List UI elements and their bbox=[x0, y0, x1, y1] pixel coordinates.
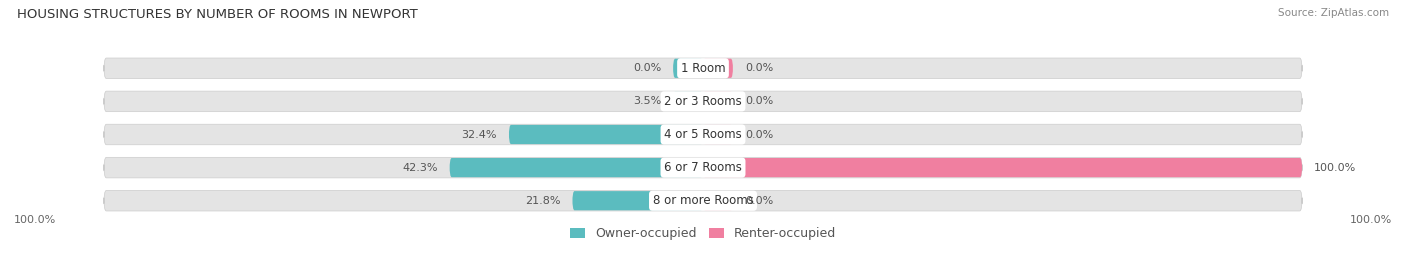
Text: 0.0%: 0.0% bbox=[745, 96, 773, 107]
Text: 100.0%: 100.0% bbox=[1315, 162, 1357, 173]
FancyBboxPatch shape bbox=[673, 92, 703, 111]
Text: HOUSING STRUCTURES BY NUMBER OF ROOMS IN NEWPORT: HOUSING STRUCTURES BY NUMBER OF ROOMS IN… bbox=[17, 8, 418, 21]
Text: 2 or 3 Rooms: 2 or 3 Rooms bbox=[664, 95, 742, 108]
Legend: Owner-occupied, Renter-occupied: Owner-occupied, Renter-occupied bbox=[569, 227, 837, 240]
FancyBboxPatch shape bbox=[104, 91, 1302, 112]
Text: 6 or 7 Rooms: 6 or 7 Rooms bbox=[664, 161, 742, 174]
Text: Source: ZipAtlas.com: Source: ZipAtlas.com bbox=[1278, 8, 1389, 18]
Text: 100.0%: 100.0% bbox=[14, 215, 56, 225]
FancyBboxPatch shape bbox=[673, 59, 703, 78]
Text: 0.0%: 0.0% bbox=[745, 63, 773, 73]
FancyBboxPatch shape bbox=[450, 158, 703, 177]
Text: 21.8%: 21.8% bbox=[524, 196, 561, 206]
FancyBboxPatch shape bbox=[104, 190, 1302, 211]
Text: 0.0%: 0.0% bbox=[633, 63, 661, 73]
FancyBboxPatch shape bbox=[104, 124, 1302, 145]
Text: 1 Room: 1 Room bbox=[681, 62, 725, 75]
Text: 32.4%: 32.4% bbox=[461, 129, 496, 140]
FancyBboxPatch shape bbox=[104, 157, 1302, 178]
Text: 8 or more Rooms: 8 or more Rooms bbox=[652, 194, 754, 207]
Text: 4 or 5 Rooms: 4 or 5 Rooms bbox=[664, 128, 742, 141]
Text: 0.0%: 0.0% bbox=[745, 196, 773, 206]
Text: 0.0%: 0.0% bbox=[745, 129, 773, 140]
FancyBboxPatch shape bbox=[509, 125, 703, 144]
FancyBboxPatch shape bbox=[703, 158, 1302, 177]
FancyBboxPatch shape bbox=[104, 58, 1302, 79]
FancyBboxPatch shape bbox=[703, 191, 733, 210]
Text: 100.0%: 100.0% bbox=[1350, 215, 1392, 225]
Text: 42.3%: 42.3% bbox=[402, 162, 437, 173]
FancyBboxPatch shape bbox=[703, 59, 733, 78]
FancyBboxPatch shape bbox=[703, 92, 733, 111]
Text: 3.5%: 3.5% bbox=[633, 96, 661, 107]
FancyBboxPatch shape bbox=[703, 125, 733, 144]
FancyBboxPatch shape bbox=[572, 191, 703, 210]
